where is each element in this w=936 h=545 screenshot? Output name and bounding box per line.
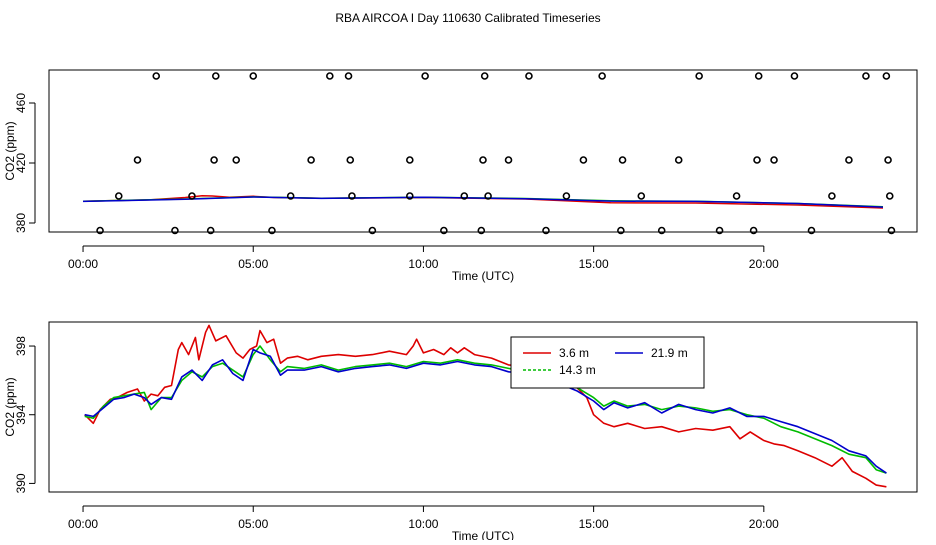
- y-tick-label: 390: [14, 473, 28, 493]
- calibration-point: [210, 156, 218, 164]
- calibration-point: [152, 72, 161, 80]
- calibration-point: [286, 192, 295, 200]
- calibration-point: [480, 72, 489, 80]
- chart-title: RBA AIRCOA I Day 110630 Calibrated Times…: [335, 11, 600, 25]
- y-tick-label: 380: [14, 213, 28, 233]
- calibration-point: [232, 156, 241, 164]
- calibration-point: [828, 192, 836, 200]
- calibration-point: [807, 226, 816, 235]
- calibration-point: [344, 72, 353, 80]
- calibration-point: [618, 156, 627, 164]
- calibration-point: [695, 72, 703, 80]
- calibration-point: [845, 156, 853, 164]
- calibration-point: [617, 226, 625, 235]
- legend-label: 14.3 m: [559, 363, 596, 377]
- calibration-point: [504, 156, 513, 164]
- calibration-point: [421, 72, 429, 80]
- y-tick-label: 460: [14, 93, 28, 113]
- calibration-point: [790, 72, 799, 80]
- y-axis-label: CO2 (ppm): [3, 121, 17, 180]
- calibration-point: [770, 156, 778, 164]
- calibration-point: [188, 192, 196, 200]
- calibration-point: [598, 72, 606, 80]
- calibration-point: [114, 192, 123, 200]
- legend-label: 21.9 m: [651, 346, 688, 360]
- calibration-point: [732, 192, 741, 200]
- y-tick-label: 420: [14, 153, 28, 173]
- calibration-point: [884, 156, 892, 164]
- calibration-point: [268, 226, 276, 235]
- calibration-point: [484, 192, 492, 200]
- y-tick-label: 398: [14, 336, 28, 356]
- x-tick-label: 05:00: [238, 257, 268, 271]
- lower-series-group: [84, 324, 887, 488]
- legend-box: [510, 336, 705, 389]
- legend: 3.6 m 21.9 m 14.3 m: [510, 336, 705, 389]
- calibration-point: [862, 72, 870, 80]
- x-axis-label: Time (UTC): [452, 529, 514, 540]
- x-tick-label: 15:00: [579, 257, 609, 271]
- calibration-point: [348, 192, 356, 200]
- calibration-point: [96, 226, 104, 235]
- lower-panel: 00:00 05:00 10:00 15:00 20:00 Time (UTC) 390 39…: [3, 321, 918, 543]
- x-tick-label: 20:00: [749, 517, 779, 531]
- calibration-point: [440, 226, 448, 235]
- x-tick-label: 00:00: [68, 257, 98, 271]
- series-line-3-6-m: [84, 324, 887, 488]
- calibration-point: [657, 226, 666, 235]
- calibration-point: [211, 72, 220, 80]
- calibration-point: [579, 156, 588, 164]
- series-line-21-9-m: [82, 196, 884, 208]
- calibration-point: [479, 156, 487, 164]
- calibration-point: [885, 192, 894, 200]
- series-line-21-9-m: [84, 348, 887, 474]
- x-tick-label: 20:00: [749, 257, 779, 271]
- calibration-point: [637, 192, 646, 200]
- calibration-point: [406, 192, 414, 200]
- calibration-point: [674, 156, 683, 164]
- calibration-point: [562, 192, 571, 200]
- calibration-point: [754, 72, 763, 80]
- y-tick-label: 394: [14, 404, 28, 424]
- upper-panel: 00:00 05:00 10:00 15:00 20:00 Time (UTC) 380 42…: [3, 69, 918, 283]
- series-line-14-3-m: [84, 345, 887, 474]
- plot-frame: [48, 69, 918, 233]
- calibration-point: [346, 156, 355, 164]
- calibration-point: [206, 226, 215, 235]
- calibration-point: [882, 72, 891, 80]
- calibration-point: [887, 226, 896, 235]
- calibration-point: [460, 192, 469, 200]
- calibration-point: [749, 226, 758, 235]
- legend-label: 3.6 m: [559, 346, 589, 360]
- calibration-point: [406, 156, 414, 164]
- calibration-point: [307, 156, 315, 164]
- calibration-point: [368, 226, 377, 235]
- calibration-point: [477, 226, 486, 235]
- x-axis-label: Time (UTC): [452, 269, 514, 283]
- x-tick-label: 10:00: [408, 257, 438, 271]
- calibration-point: [249, 72, 258, 80]
- x-tick-label: 05:00: [238, 517, 268, 531]
- x-tick-label: 15:00: [579, 517, 609, 531]
- calibration-point: [326, 72, 334, 80]
- calibration-point: [715, 226, 724, 235]
- calibration-point: [525, 72, 533, 80]
- x-tick-label: 10:00: [408, 517, 438, 531]
- calibration-point: [171, 226, 179, 235]
- calibration-point: [133, 156, 142, 164]
- plot-frame: [48, 321, 918, 493]
- y-axis-label: CO2 (ppm): [3, 377, 17, 436]
- calibration-point: [753, 156, 761, 164]
- x-tick-label: 00:00: [68, 517, 98, 531]
- calibration-point: [542, 226, 550, 235]
- upper-series-group: [82, 194, 884, 209]
